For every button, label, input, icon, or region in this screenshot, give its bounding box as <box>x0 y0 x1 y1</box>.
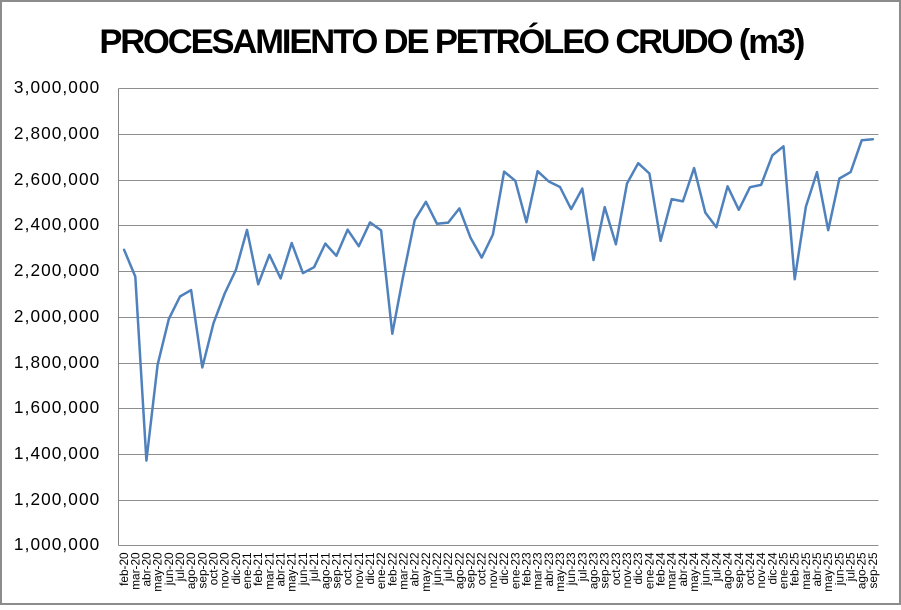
svg-text:1,200,000: 1,200,000 <box>14 489 100 509</box>
svg-text:ene-22: ene-22 <box>374 552 388 589</box>
svg-text:jul-21: jul-21 <box>307 552 321 582</box>
svg-text:ene-25: ene-25 <box>777 552 791 589</box>
svg-text:2,200,000: 2,200,000 <box>14 260 100 280</box>
svg-text:jun-24: jun-24 <box>698 552 712 586</box>
svg-text:ene-21: ene-21 <box>240 552 254 589</box>
svg-text:abr-23: abr-23 <box>542 552 556 587</box>
svg-text:feb-20: feb-20 <box>117 552 131 586</box>
svg-text:dic-24: dic-24 <box>765 552 779 585</box>
svg-text:feb-24: feb-24 <box>654 552 668 586</box>
svg-text:may-24: may-24 <box>687 552 701 592</box>
svg-text:1,400,000: 1,400,000 <box>14 443 100 463</box>
svg-text:jun-22: jun-22 <box>430 552 444 586</box>
svg-text:may-23: may-23 <box>553 552 567 592</box>
svg-text:1,600,000: 1,600,000 <box>14 397 100 417</box>
svg-text:may-21: may-21 <box>285 552 299 591</box>
svg-text:ago-25: ago-25 <box>855 552 869 589</box>
svg-text:oct-21: oct-21 <box>341 552 355 585</box>
svg-text:jun-20: jun-20 <box>162 552 176 586</box>
svg-text:may-22: may-22 <box>419 552 433 591</box>
svg-text:nov-24: nov-24 <box>754 552 768 589</box>
svg-text:ago-21: ago-21 <box>318 552 332 589</box>
svg-text:nov-21: nov-21 <box>352 552 366 588</box>
svg-text:sep-24: sep-24 <box>732 552 746 589</box>
svg-text:mar-23: mar-23 <box>531 552 545 590</box>
svg-text:nov-20: nov-20 <box>218 552 232 589</box>
svg-text:dic-22: dic-22 <box>497 552 511 584</box>
svg-text:ago-22: ago-22 <box>452 552 466 589</box>
svg-text:ago-24: ago-24 <box>721 552 735 589</box>
svg-text:may-25: may-25 <box>821 552 835 592</box>
svg-text:1,800,000: 1,800,000 <box>14 352 100 372</box>
svg-text:3,000,000: 3,000,000 <box>14 77 100 97</box>
svg-text:1,000,000: 1,000,000 <box>14 534 100 554</box>
svg-text:feb-21: feb-21 <box>251 552 265 585</box>
svg-text:sep-23: sep-23 <box>598 552 612 589</box>
svg-text:sep-25: sep-25 <box>866 552 880 589</box>
svg-text:mar-21: mar-21 <box>262 552 276 589</box>
svg-text:ago-23: ago-23 <box>587 552 601 589</box>
svg-text:oct-24: oct-24 <box>743 552 757 585</box>
svg-text:jun-21: jun-21 <box>296 552 310 586</box>
svg-text:2,800,000: 2,800,000 <box>14 123 100 143</box>
svg-text:jul-20: jul-20 <box>173 552 187 582</box>
svg-text:oct-20: oct-20 <box>207 552 221 585</box>
svg-text:feb-22: feb-22 <box>385 552 399 585</box>
svg-text:nov-23: nov-23 <box>620 552 634 589</box>
svg-text:feb-25: feb-25 <box>788 552 802 586</box>
svg-text:ene-24: ene-24 <box>642 552 656 589</box>
svg-text:abr-20: abr-20 <box>139 552 153 587</box>
svg-text:oct-22: oct-22 <box>475 552 489 585</box>
svg-text:ago-20: ago-20 <box>184 552 198 589</box>
svg-text:jul-23: jul-23 <box>575 552 589 582</box>
svg-text:2,400,000: 2,400,000 <box>14 214 100 234</box>
svg-text:jul-25: jul-25 <box>844 552 858 582</box>
svg-text:jul-22: jul-22 <box>441 552 455 582</box>
svg-text:jun-25: jun-25 <box>832 552 846 586</box>
svg-text:2,000,000: 2,000,000 <box>14 306 100 326</box>
svg-text:oct-23: oct-23 <box>609 552 623 585</box>
svg-text:mar-22: mar-22 <box>397 552 411 589</box>
svg-text:abr-21: abr-21 <box>274 552 288 586</box>
svg-text:may-20: may-20 <box>151 552 165 592</box>
svg-text:sep-22: sep-22 <box>464 552 478 588</box>
svg-text:dic-23: dic-23 <box>631 552 645 585</box>
svg-text:abr-25: abr-25 <box>810 552 824 587</box>
svg-text:jun-23: jun-23 <box>564 552 578 586</box>
svg-text:sep-20: sep-20 <box>195 552 209 589</box>
svg-text:mar-25: mar-25 <box>799 552 813 590</box>
svg-text:abr-22: abr-22 <box>408 552 422 586</box>
svg-text:sep-21: sep-21 <box>329 552 343 588</box>
svg-text:dic-21: dic-21 <box>363 552 377 584</box>
svg-text:PROCESAMIENTO DE PETRÓLEO CRUD: PROCESAMIENTO DE PETRÓLEO CRUDO (m3) <box>99 21 804 61</box>
svg-text:2,600,000: 2,600,000 <box>14 169 100 189</box>
svg-text:ene-23: ene-23 <box>508 552 522 589</box>
svg-text:mar-20: mar-20 <box>128 552 142 590</box>
svg-text:mar-24: mar-24 <box>665 552 679 590</box>
svg-text:feb-23: feb-23 <box>519 552 533 586</box>
svg-text:dic-20: dic-20 <box>229 552 243 585</box>
svg-text:abr-24: abr-24 <box>676 552 690 587</box>
svg-text:jul-24: jul-24 <box>709 552 723 582</box>
svg-text:nov-22: nov-22 <box>486 552 500 588</box>
